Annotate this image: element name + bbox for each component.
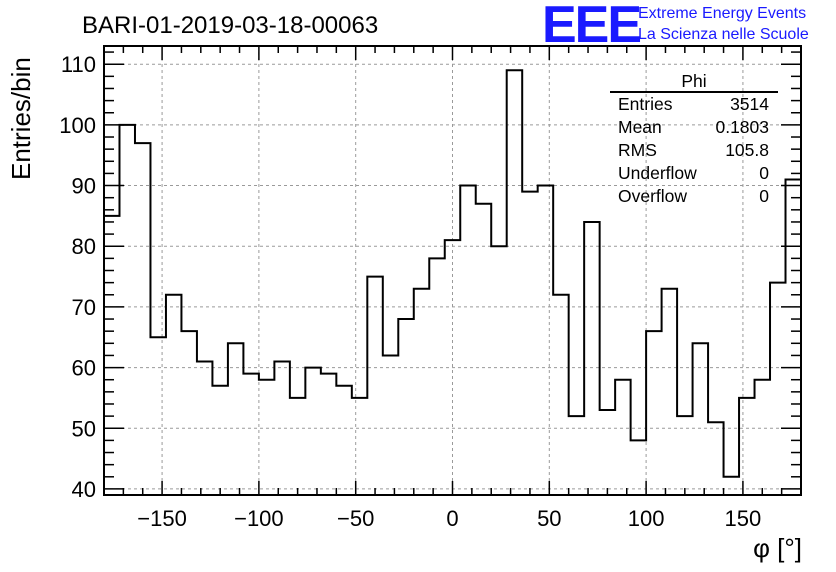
y-axis-ticks: 40 50 60 70 80 90 100 110: [59, 51, 801, 502]
y-tick-label: 40: [72, 477, 96, 502]
stats-entries-label: Entries: [618, 94, 673, 114]
stats-box: Phi Entries 3514 Mean 0.1803 RMS 105.8 U…: [610, 71, 778, 206]
x-axis-label: φ [°]: [753, 533, 802, 563]
x-tick-label: −50: [337, 506, 374, 531]
x-tick-label: 0: [446, 506, 458, 531]
y-tick-label: 90: [72, 174, 96, 199]
stats-rms-value: 105.8: [725, 140, 769, 160]
y-tick-label: 80: [72, 234, 96, 259]
y-tick-label: 50: [72, 416, 96, 441]
stats-mean-value: 0.1803: [715, 117, 769, 137]
stats-rms-label: RMS: [618, 140, 657, 160]
y-axis-label: Entries/bin: [6, 57, 36, 180]
stats-mean-label: Mean: [618, 117, 662, 137]
eee-logo: EEE Extreme Energy Events La Scienza nel…: [542, 0, 809, 54]
x-tick-label: 100: [628, 506, 665, 531]
stats-overflow-label: Overflow: [618, 186, 687, 206]
stats-title: Phi: [681, 71, 706, 91]
stats-overflow-value: 0: [759, 186, 769, 206]
y-tick-label: 110: [61, 52, 96, 77]
logo-line-1: Extreme Energy Events: [638, 5, 806, 22]
chart-title: BARI-01-2019-03-18-00063: [82, 12, 378, 39]
histogram-line: [104, 69, 801, 478]
x-tick-label: −150: [137, 506, 187, 531]
y-tick-label: 100: [59, 113, 96, 138]
logo-line-2: La Scienza nelle Scuole: [638, 26, 809, 43]
y-tick-label: 60: [72, 356, 96, 381]
stats-underflow-value: 0: [759, 163, 769, 183]
stats-entries-value: 3514: [730, 94, 769, 114]
x-tick-label: −100: [234, 506, 284, 531]
x-axis-ticks: −150 −100 −50 0 50 100 150: [122, 46, 783, 531]
x-tick-label: 150: [725, 506, 762, 531]
stats-underflow-label: Underflow: [618, 163, 697, 183]
y-tick-label: 70: [72, 295, 96, 320]
x-tick-label: 50: [537, 506, 561, 531]
